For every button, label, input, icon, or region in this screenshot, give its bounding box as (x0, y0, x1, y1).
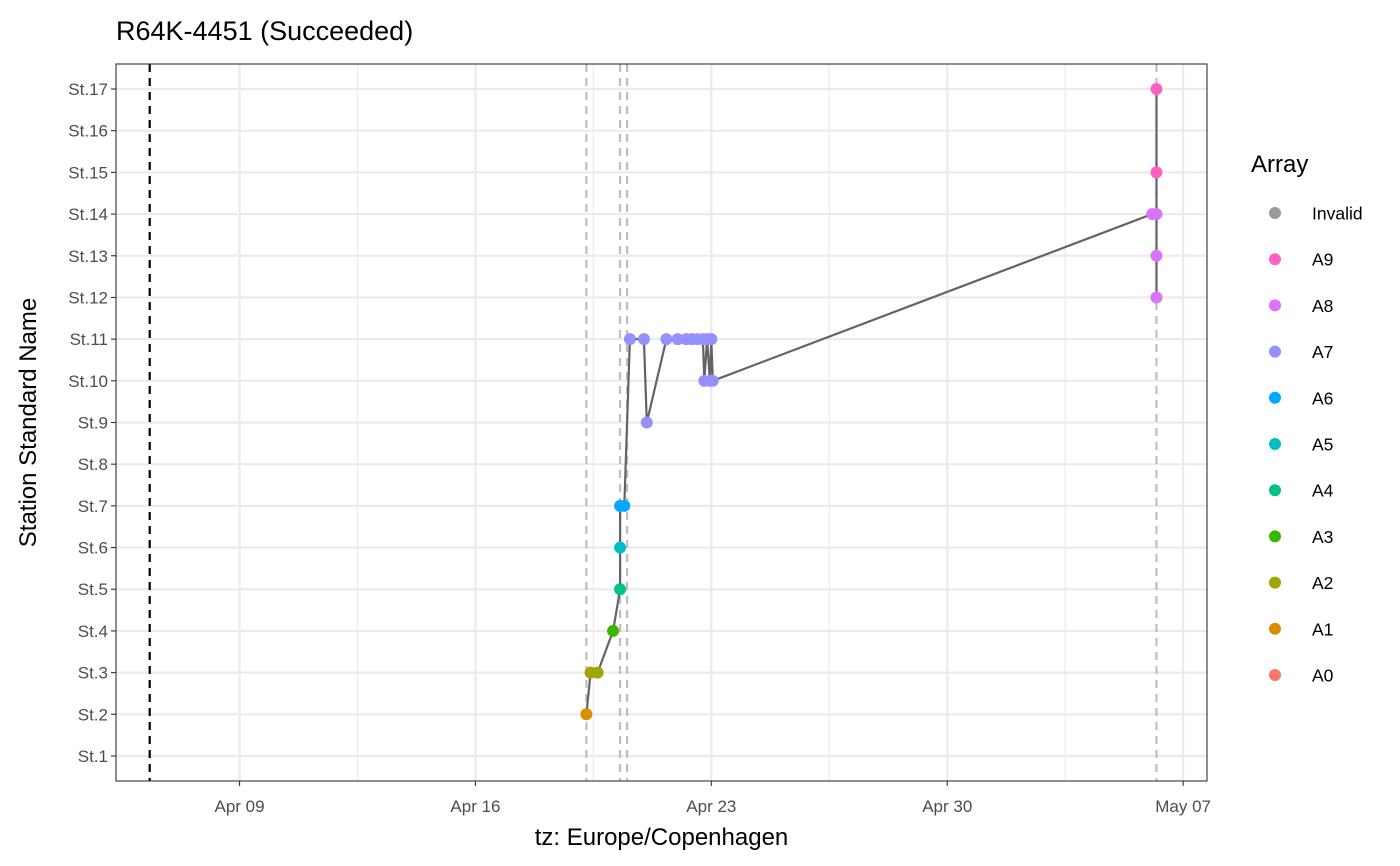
x-tick-label: Apr 09 (215, 797, 265, 816)
legend-title: Array (1251, 151, 1308, 178)
legend-item: A2 (1269, 573, 1333, 593)
legend-label: A5 (1312, 435, 1333, 455)
detection-points (580, 83, 1163, 721)
detection-point (1150, 249, 1163, 262)
detection-point (637, 333, 650, 346)
y-tick-label: St.3 (78, 664, 108, 683)
detection-point (580, 708, 593, 721)
detection-point (1150, 208, 1163, 221)
y-tick-label: St.10 (68, 372, 108, 391)
legend-item: A8 (1269, 296, 1333, 316)
legend-label: A6 (1312, 388, 1333, 408)
legend-item: A6 (1269, 388, 1333, 408)
y-axis: St.1 St.2 St.3 St.4 St.5 St.6 St.7 St.8 St.9 St.1… (68, 80, 116, 766)
y-tick-label: St.13 (68, 247, 108, 266)
detection-point (607, 624, 620, 637)
detection-point (1150, 166, 1163, 179)
legend-label: A4 (1312, 481, 1334, 501)
legend-swatch (1269, 299, 1281, 312)
y-tick-label: St.12 (68, 288, 108, 307)
legend-swatch (1269, 484, 1281, 497)
x-tick-label: Apr 16 (450, 797, 500, 816)
major-gridlines (116, 64, 1207, 781)
legend-swatch (1269, 207, 1281, 219)
detection-point (1150, 291, 1163, 304)
y-tick-label: St.15 (68, 163, 108, 182)
legend-item: A9 (1269, 250, 1333, 270)
detection-point (660, 333, 673, 346)
y-tick-label: St.9 (78, 414, 108, 433)
detection-point (614, 541, 627, 554)
y-tick-label: St.16 (68, 122, 108, 141)
detection-point (706, 374, 719, 387)
y-tick-label: St.8 (78, 455, 108, 474)
legend: Array Invalid A9 A8 A7 A6 A5 A4 A3 A2 A1 A0 (1251, 151, 1363, 686)
legend-item: A5 (1269, 435, 1333, 455)
x-axis-title: tz: Europe/Copenhagen (535, 824, 789, 851)
y-tick-label: St.11 (70, 330, 108, 349)
legend-item: Invalid (1269, 204, 1363, 224)
track-path-line (585, 89, 1158, 715)
detection-point (618, 499, 631, 512)
y-tick-label: St.5 (78, 580, 108, 599)
legend-label: A9 (1312, 250, 1333, 270)
legend-label: A7 (1312, 342, 1333, 362)
legend-swatch (1269, 345, 1281, 358)
detection-point (671, 333, 684, 346)
legend-swatch (1269, 253, 1281, 266)
legend-swatch (1269, 530, 1281, 543)
legend-swatch (1269, 576, 1281, 589)
legend-swatch (1269, 391, 1281, 404)
legend-item: A7 (1269, 342, 1333, 362)
y-tick-label: St.17 (68, 80, 108, 99)
legend-label: A0 (1312, 666, 1334, 686)
x-tick-label: Apr 23 (686, 797, 736, 816)
detection-point (640, 416, 653, 429)
y-tick-label: St.4 (78, 622, 108, 641)
legend-swatch (1269, 669, 1281, 681)
legend-item: A3 (1269, 527, 1333, 547)
legend-swatch (1269, 438, 1281, 450)
y-tick-label: St.14 (68, 205, 108, 224)
y-tick-label: St.2 (78, 705, 108, 724)
legend-label: A8 (1312, 296, 1333, 316)
legend-item: A1 (1269, 619, 1333, 639)
legend-label: A2 (1312, 573, 1333, 593)
plot-panel (115, 63, 1208, 782)
y-axis-title: Station Standard Name (15, 298, 42, 547)
legend-label: Invalid (1312, 204, 1363, 224)
detection-point (1150, 83, 1163, 96)
legend-item: A4 (1269, 481, 1334, 501)
legend-label: A3 (1312, 527, 1333, 547)
track-path (585, 89, 1158, 715)
detection-point (614, 583, 627, 596)
y-tick-label: St.1 (78, 747, 108, 766)
x-tick-label: May 07 (1155, 797, 1211, 816)
y-tick-label: St.6 (78, 539, 108, 558)
y-tick-label: St.7 (78, 497, 108, 516)
x-tick-label: Apr 30 (922, 797, 972, 816)
x-axis: Apr 09 Apr 16 Apr 23 Apr 30 May 07 (215, 781, 1211, 816)
detection-point (623, 333, 636, 346)
detection-point (591, 666, 604, 679)
detection-point (705, 333, 718, 346)
chart-title: R64K-4451 (Succeeded) (116, 16, 413, 46)
legend-swatch (1269, 622, 1281, 635)
legend-label: A1 (1312, 619, 1333, 639)
legend-item: A0 (1269, 666, 1334, 686)
